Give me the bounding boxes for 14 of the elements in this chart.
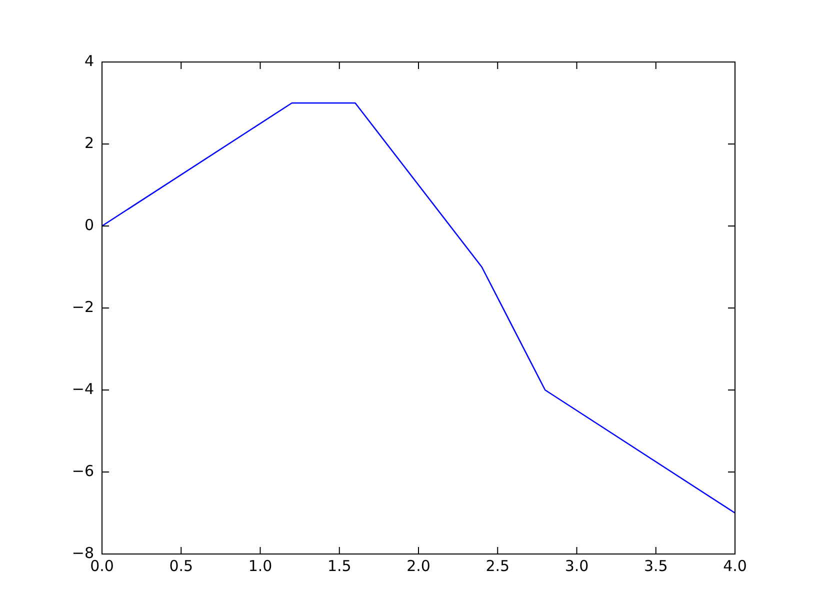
- x-tick-label: 4.0: [723, 556, 747, 575]
- y-tick-label: −2: [72, 298, 94, 316]
- x-tick-label: 1.5: [327, 556, 352, 575]
- y-tick-label: −6: [72, 462, 94, 480]
- x-tick-label: 0.5: [169, 556, 194, 575]
- x-tick-label: 3.0: [564, 556, 589, 575]
- y-tick-label: −4: [72, 380, 94, 398]
- y-tick-label: 2: [84, 134, 94, 152]
- y-tick-label: 0: [84, 216, 94, 234]
- x-tick-label: 2.0: [406, 556, 430, 575]
- y-tick-label: 4: [84, 52, 94, 70]
- x-tick-label: 2.5: [486, 556, 510, 575]
- x-tick-label: 1.0: [248, 556, 272, 575]
- x-tick-label: 3.5: [644, 556, 668, 575]
